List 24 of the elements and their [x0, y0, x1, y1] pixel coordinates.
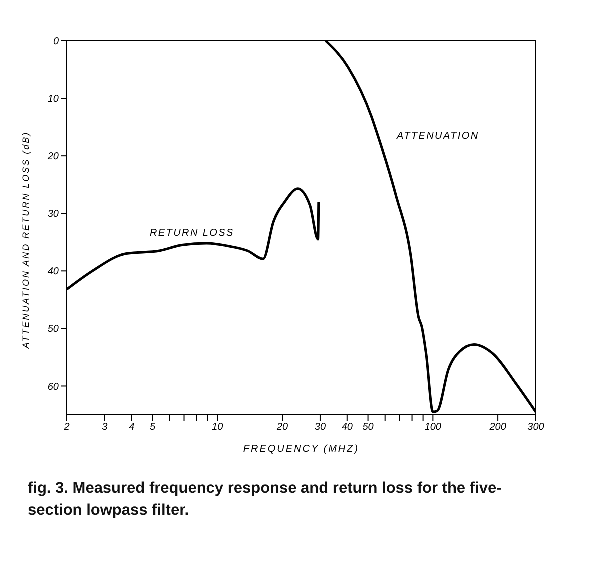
series-label: RETURN LOSS	[150, 228, 234, 239]
y-axis-title: ATTENUATION AND RETURN LOSS (dB)	[21, 131, 31, 349]
x-tick-label: 20	[276, 422, 289, 434]
x-tick-label: 50	[362, 422, 374, 434]
x-tick-label: 5	[150, 422, 156, 434]
x-tick-label: 10	[212, 422, 224, 434]
y-tick-label: 0	[53, 36, 60, 48]
x-tick-label: 30	[314, 422, 326, 434]
x-axis-title: FREQUENCY (MHZ)	[243, 444, 360, 455]
x-tick-label: 100	[424, 422, 442, 434]
y-tick-label: 60	[48, 382, 60, 393]
x-tick-label: 300	[528, 422, 545, 434]
x-tick-label: 40	[342, 422, 354, 434]
x-tick-label: 200	[488, 422, 507, 434]
x-tick-label: 2	[63, 422, 70, 434]
y-tick-label: 20	[46, 152, 60, 163]
y-tick-label: 10	[48, 94, 60, 106]
x-tick-label: 4	[129, 422, 136, 434]
caption: fig. 3. Measured frequency response and return loss for the five-section lowpass filter.	[28, 479, 503, 521]
y-tick-label: 40	[48, 266, 60, 278]
series-label: ATTENUATION	[397, 131, 480, 142]
x-tick-label: 3	[102, 422, 108, 434]
y-tick-label: 50	[48, 324, 60, 336]
y-tick-label: 30	[48, 209, 60, 220]
